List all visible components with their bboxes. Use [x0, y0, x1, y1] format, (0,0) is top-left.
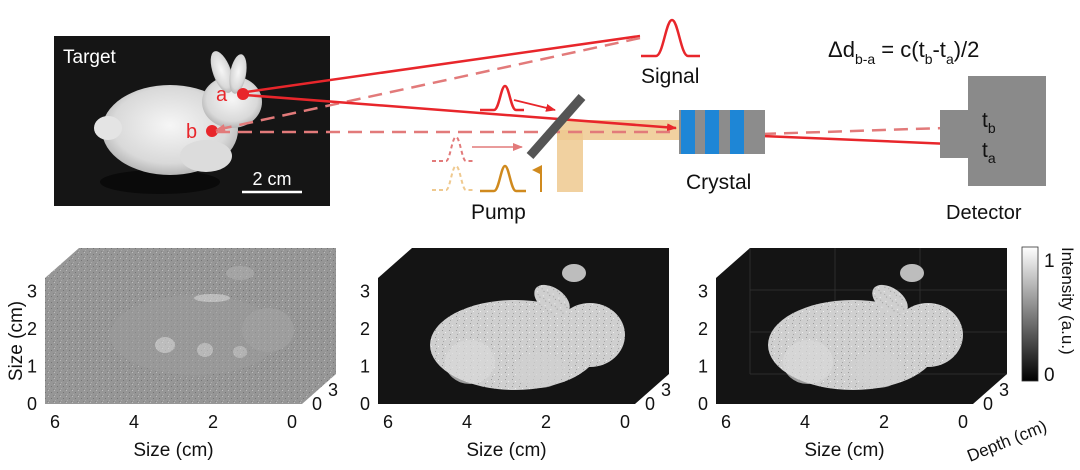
- panel-1-bunny: [110, 266, 294, 375]
- depth-tick-label: 3: [661, 380, 671, 400]
- depth-tick-label: 0: [645, 394, 655, 414]
- x-tick-label: 0: [958, 412, 968, 432]
- ta-label: ta: [982, 139, 996, 166]
- tb-label: tb: [982, 109, 996, 136]
- y-tick-label: 2: [360, 319, 370, 339]
- x-tick-label: 6: [383, 412, 393, 432]
- return-ray-a: [244, 93, 677, 132]
- colorbar-gradient: [1021, 246, 1039, 382]
- point-a-label: a: [216, 84, 228, 106]
- y-tick-label: 1: [698, 357, 708, 377]
- colorbar: 1 0 Intensity (a.u.): [1021, 246, 1077, 386]
- signal-label: Signal: [641, 65, 699, 88]
- output-ray-a: [761, 134, 975, 149]
- bunny-figurine: [94, 51, 262, 175]
- x-axis-label: Size (cm): [133, 440, 213, 461]
- panel-2: [378, 248, 669, 404]
- x-tick-label: 4: [129, 412, 139, 432]
- equation: Δdb-a = c(tb-ta)/2: [828, 37, 979, 67]
- pulse-arrow: [513, 99, 556, 112]
- depth-tick-label: 0: [983, 394, 993, 414]
- depth-tick-label: 3: [999, 380, 1009, 400]
- x-tick-label: 6: [721, 412, 731, 432]
- signal-pulse-faded-icon: [432, 135, 474, 162]
- pump-pulse-icon: [480, 164, 526, 193]
- point-b-marker: [206, 125, 218, 137]
- y-axis-label: Size (cm): [6, 301, 27, 381]
- signal-pulse-icon: [641, 18, 700, 58]
- x-tick-label: 6: [50, 412, 60, 432]
- panel-2-bunny: [430, 264, 625, 390]
- x-tick-label: 4: [800, 412, 810, 432]
- mirror: [526, 94, 586, 159]
- y-tick-label: 0: [360, 394, 370, 414]
- y-tick-label: 0: [27, 394, 37, 414]
- panel-3: [716, 248, 1007, 404]
- x-tick-label: 4: [462, 412, 472, 432]
- illumination-ray-b: [215, 36, 641, 133]
- detector: [940, 76, 1046, 186]
- pump-pulse-faded-icon: [432, 164, 474, 191]
- schematic: Target 2 cm a b Signal: [54, 18, 1046, 224]
- y-tick-label: 1: [27, 357, 37, 377]
- y-tick-label: 2: [698, 319, 708, 339]
- scale-bar-label: 2 cm: [252, 169, 291, 189]
- target-photo: Target 2 cm: [54, 36, 330, 206]
- x-tick-label: 2: [541, 412, 551, 432]
- pump-label: Pump: [471, 201, 526, 224]
- crystal-label: Crystal: [686, 171, 751, 194]
- depth-axis-label: Depth (cm): [964, 417, 1049, 466]
- detector-label: Detector: [946, 202, 1022, 224]
- panel-1: [45, 248, 336, 404]
- signal-beams: [215, 34, 975, 149]
- crystal: [679, 110, 765, 154]
- x-tick-label: 0: [287, 412, 297, 432]
- depth-tick-label: 0: [312, 394, 322, 414]
- x-axis-label: Size (cm): [466, 440, 546, 461]
- y-tick-label: 0: [698, 394, 708, 414]
- y-tick-label: 3: [27, 282, 37, 302]
- x-tick-label: 0: [620, 412, 630, 432]
- target-label: Target: [63, 47, 117, 68]
- y-tick-label: 2: [27, 319, 37, 339]
- y-tick-label: 3: [698, 282, 708, 302]
- x-tick-label: 2: [208, 412, 218, 432]
- y-tick-label: 3: [360, 282, 370, 302]
- pump-beam: [557, 120, 687, 192]
- point-b-label: b: [186, 121, 197, 143]
- x-tick-label: 2: [879, 412, 889, 432]
- colorbar-title: Intensity (a.u.): [1058, 247, 1077, 355]
- colorbar-max-label: 1: [1044, 251, 1055, 272]
- signal-pulse-small-icon: [480, 84, 524, 112]
- output-ray-b: [761, 123, 975, 136]
- panel-3-bunny: [768, 264, 963, 390]
- colorbar-min-label: 0: [1044, 365, 1055, 386]
- x-axis-label: Size (cm): [804, 440, 884, 461]
- depth-tick-label: 3: [328, 380, 338, 400]
- illumination-ray-a: [245, 34, 641, 94]
- y-tick-label: 1: [360, 357, 370, 377]
